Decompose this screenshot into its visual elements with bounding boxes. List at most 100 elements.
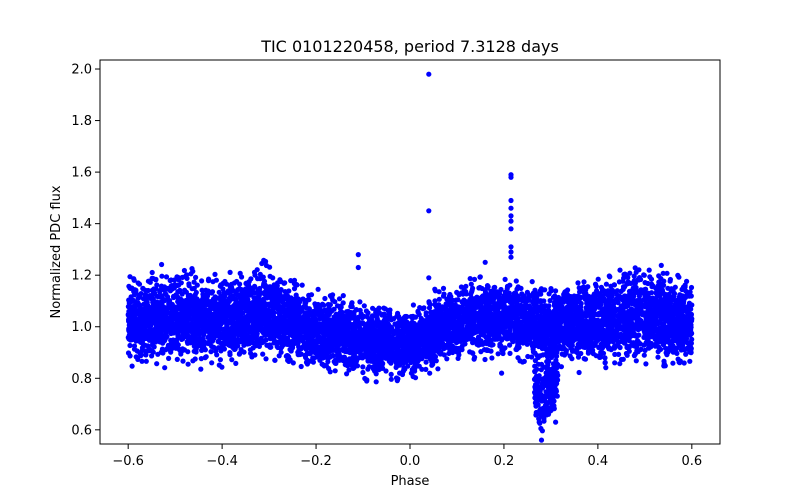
- data-point: [612, 351, 618, 357]
- data-point: [656, 284, 662, 290]
- data-point: [517, 358, 523, 364]
- data-point: [234, 291, 240, 297]
- data-point: [346, 367, 352, 373]
- data-point: [125, 350, 132, 356]
- data-point: [617, 361, 623, 367]
- data-point: [620, 356, 626, 362]
- data-point: [641, 352, 647, 358]
- data-point: [569, 356, 575, 362]
- data-point: [444, 296, 450, 302]
- data-point: [507, 342, 513, 348]
- data-point: [291, 339, 297, 345]
- data-point: [632, 265, 638, 271]
- data-point: [581, 279, 587, 285]
- data-point: [499, 337, 505, 343]
- data-point: [178, 351, 184, 357]
- data-point: [327, 293, 333, 299]
- data-point: [190, 268, 196, 274]
- data-point: [616, 279, 623, 285]
- data-point: [364, 378, 370, 384]
- data-point: [172, 282, 178, 288]
- data-point: [295, 297, 301, 303]
- data-point: [260, 351, 266, 357]
- data-point: [626, 348, 632, 354]
- data-point: [366, 364, 372, 370]
- data-point: [580, 342, 586, 349]
- data-point: [664, 352, 670, 358]
- data-point: [275, 344, 281, 351]
- data-point: [627, 270, 633, 276]
- data-point: [346, 356, 352, 362]
- data-point: [360, 364, 366, 370]
- data-point: [248, 292, 254, 298]
- data-point: [171, 277, 178, 283]
- data-point: [233, 360, 239, 366]
- data-point: [348, 303, 354, 310]
- data-point: [212, 271, 218, 277]
- data-point: [350, 362, 356, 369]
- data-point: [448, 294, 454, 300]
- data-point: [687, 358, 693, 364]
- data-point: [661, 361, 667, 367]
- data-point: [209, 360, 215, 366]
- data-point: [267, 336, 273, 342]
- data-point: [381, 305, 387, 311]
- data-point: [388, 376, 394, 382]
- data-point: [319, 301, 326, 307]
- data-point: [488, 348, 494, 354]
- data-point: [507, 350, 513, 356]
- data-point: [489, 355, 495, 361]
- data-point: [295, 340, 301, 346]
- data-point: [616, 351, 622, 357]
- data-point: [293, 292, 299, 298]
- data-point: [176, 282, 182, 288]
- data-point: [602, 360, 608, 366]
- data-point: [595, 276, 601, 282]
- data-point: [160, 350, 166, 356]
- data-point: [655, 354, 661, 360]
- data-point: [272, 357, 278, 363]
- data-point: [261, 339, 267, 345]
- data-point: [410, 302, 416, 308]
- data-point: [236, 286, 242, 292]
- data-point: [239, 274, 245, 280]
- data-point: [332, 368, 338, 374]
- data-point: [670, 360, 676, 366]
- data-point: [299, 282, 305, 288]
- data-point: [205, 278, 212, 284]
- data-point: [395, 376, 401, 382]
- data-point: [547, 298, 553, 304]
- data-point: [357, 307, 363, 313]
- data-points: [125, 71, 695, 443]
- data-point: [646, 267, 652, 273]
- data-point: [308, 292, 315, 298]
- data-point: [203, 354, 209, 360]
- data-point: [374, 314, 380, 320]
- data-point: [684, 278, 690, 284]
- data-point: [471, 276, 478, 282]
- data-point: [127, 342, 133, 349]
- data-point: [444, 356, 450, 362]
- data-point: [622, 271, 628, 277]
- data-point: [190, 358, 196, 364]
- data-point: [323, 346, 329, 352]
- data-point: [675, 272, 681, 278]
- data-point: [169, 286, 175, 292]
- data-point: [624, 344, 630, 351]
- data-point: [217, 357, 223, 363]
- data-point: [524, 341, 530, 347]
- data-point: [149, 269, 155, 276]
- data-point: [498, 286, 504, 293]
- data-point: [423, 366, 429, 372]
- data-point: [524, 289, 531, 295]
- data-point: [467, 276, 473, 282]
- data-point: [435, 366, 441, 372]
- data-point: [327, 369, 333, 375]
- data-point: [163, 291, 169, 297]
- data-point: [234, 278, 240, 285]
- data-point: [227, 269, 233, 275]
- data-point: [193, 274, 199, 280]
- data-point: [529, 279, 535, 285]
- data-point: [575, 280, 581, 286]
